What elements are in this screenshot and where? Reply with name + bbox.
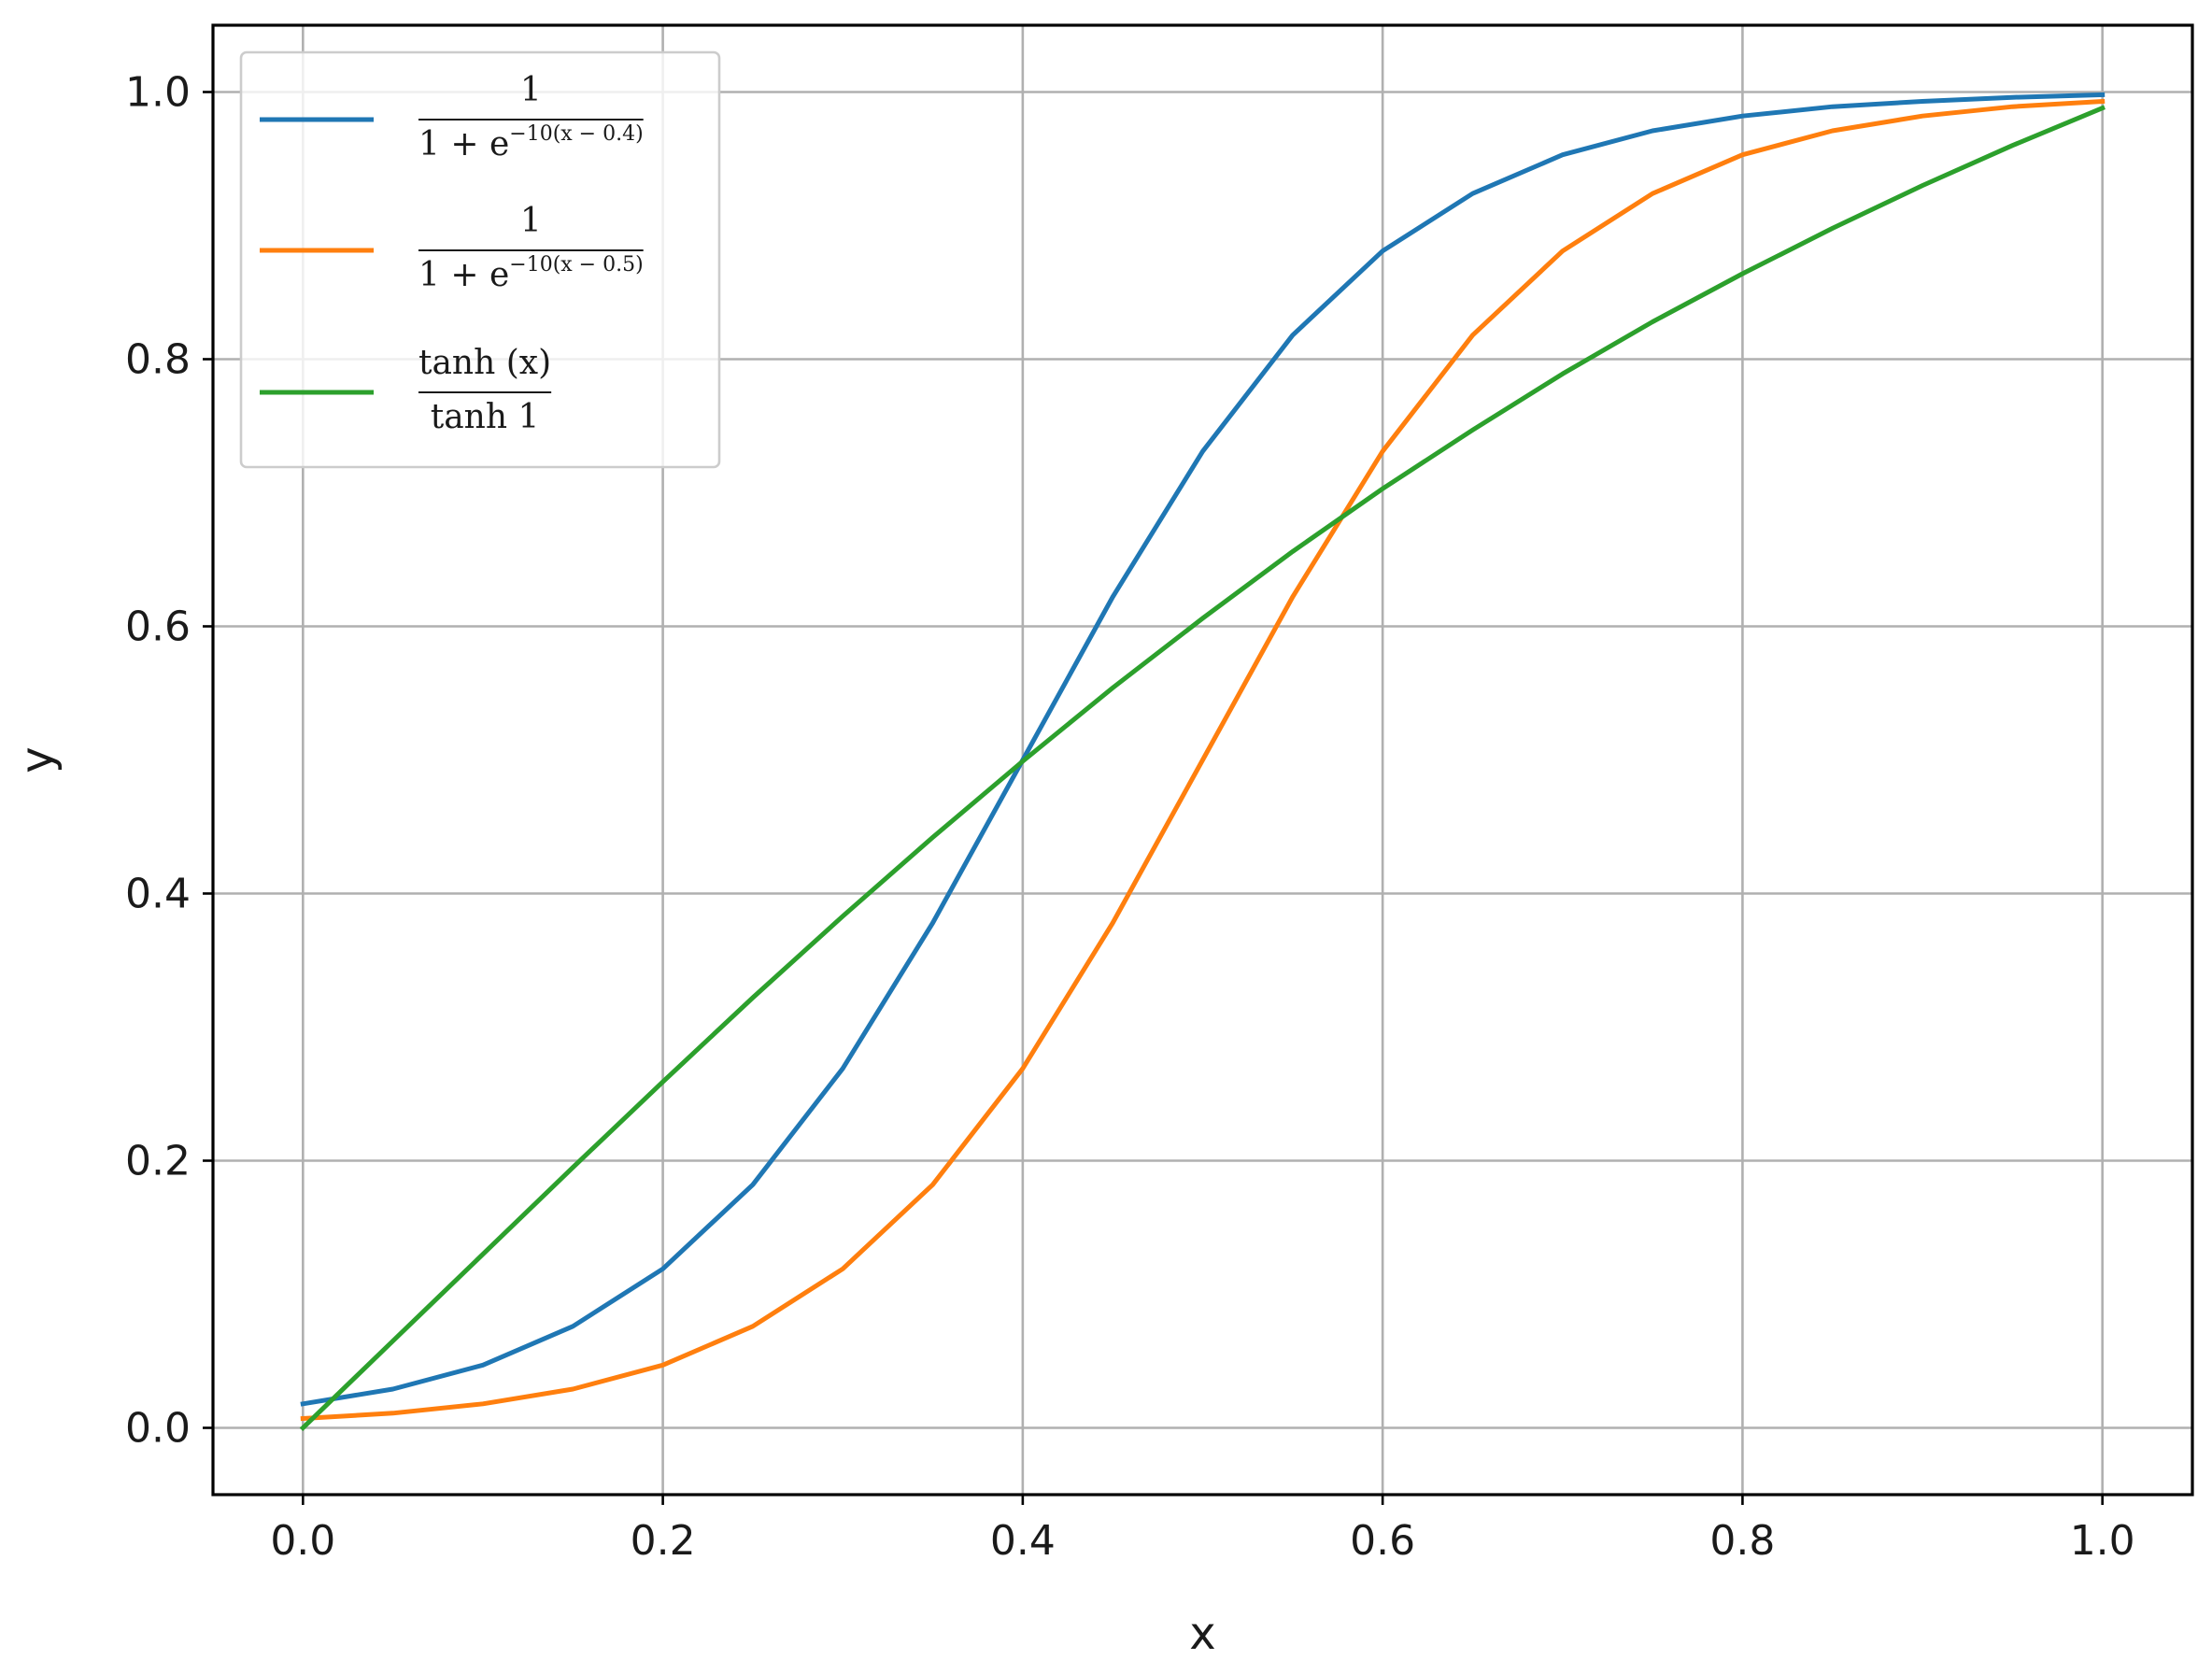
legend-numerator: 1 xyxy=(520,202,542,240)
legend-entry: 1 1 + e−10(x − 0.5) xyxy=(418,202,644,294)
x-tick-label: 1.0 xyxy=(2070,1517,2135,1565)
legend-denominator-base: 1 + e xyxy=(418,125,509,163)
y-tick-label: 0.6 xyxy=(125,603,191,651)
legend-denominator: tanh 1 xyxy=(431,398,540,436)
y-tick-label: 0.8 xyxy=(125,336,191,384)
legend-entry: 1 1 + e−10(x − 0.4) xyxy=(418,71,644,163)
y-tick-label: 0.0 xyxy=(125,1405,191,1453)
axis-ticks: 0.0 0.2 0.4 0.6 0.8 1.0 0.0 0.2 0.4 0.6 0.8 1.0 xyxy=(125,69,2135,1566)
legend-entry: tanh (x) tanh 1 xyxy=(418,344,552,436)
series-line-1 xyxy=(300,92,2106,1407)
x-tick-label: 0.8 xyxy=(1709,1517,1775,1565)
legend-denominator-base: 1 + e xyxy=(418,256,509,294)
x-tick-label: 0.6 xyxy=(1350,1517,1415,1565)
legend-box xyxy=(239,50,721,469)
legend-denominator: 1 + e−10(x − 0.5) xyxy=(418,253,644,294)
x-tick-label: 0.0 xyxy=(270,1517,335,1565)
legend-denominator: 1 + e−10(x − 0.4) xyxy=(418,122,644,163)
x-tick-label: 0.2 xyxy=(631,1517,696,1565)
series-line-2 xyxy=(300,98,2106,1422)
x-tick-label: 0.4 xyxy=(990,1517,1056,1565)
x-axis-title: x xyxy=(1189,1608,1215,1660)
series-lines xyxy=(299,92,2106,1432)
y-axis-title: y xyxy=(11,746,64,773)
series-line-3 xyxy=(299,105,2106,1432)
y-tick-label: 0.4 xyxy=(125,871,191,918)
plot-area-frame xyxy=(211,23,2194,1497)
y-tick-label: 0.2 xyxy=(125,1138,191,1185)
legend-numerator: 1 xyxy=(520,71,542,109)
legend: 11 + e−10(x − 0.4)11 + e−10(x − 0.5)tanh… xyxy=(239,50,721,469)
legend-denominator-exponent: −10(x − 0.4) xyxy=(509,122,643,146)
legend-denominator-base: tanh 1 xyxy=(431,398,540,436)
legend-denominator-exponent: −10(x − 0.5) xyxy=(509,253,643,277)
y-tick-label: 1.0 xyxy=(125,69,191,117)
legend-numerator: tanh (x) xyxy=(418,344,551,382)
